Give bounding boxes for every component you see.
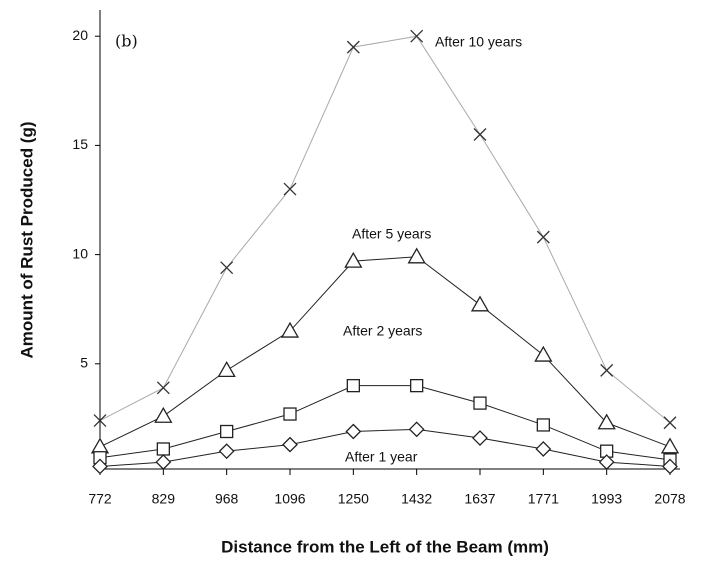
marker bbox=[660, 437, 680, 454]
marker bbox=[473, 128, 487, 141]
marker bbox=[473, 396, 487, 410]
marker bbox=[600, 363, 614, 377]
marker bbox=[410, 29, 424, 43]
marker bbox=[282, 436, 298, 453]
marker bbox=[536, 418, 550, 432]
marker bbox=[220, 424, 234, 439]
marker bbox=[90, 437, 110, 454]
marker bbox=[536, 230, 550, 244]
marker bbox=[535, 441, 552, 457]
marker bbox=[662, 458, 678, 475]
marker bbox=[407, 247, 426, 264]
x-tick-label: 772 bbox=[88, 491, 112, 507]
marker bbox=[217, 361, 236, 378]
marker bbox=[597, 413, 616, 430]
x-tick-label: 1637 bbox=[464, 491, 495, 507]
x-tick-label: 829 bbox=[152, 491, 176, 507]
y-tick-label: 5 bbox=[80, 355, 88, 371]
marker bbox=[218, 443, 235, 460]
panel-label: (b) bbox=[115, 32, 138, 51]
series-line bbox=[99, 256, 671, 448]
marker bbox=[156, 381, 170, 395]
x-tick-label: 1993 bbox=[591, 491, 622, 507]
marker bbox=[92, 458, 108, 475]
marker bbox=[156, 442, 170, 456]
marker bbox=[344, 251, 363, 268]
y-tick-label: 20 bbox=[72, 27, 88, 43]
x-tick-label: 1096 bbox=[274, 491, 305, 507]
marker bbox=[155, 454, 172, 470]
marker bbox=[346, 40, 360, 54]
series-label: After 5 years bbox=[352, 226, 431, 242]
marker bbox=[283, 182, 297, 196]
marker bbox=[346, 378, 360, 393]
x-tick-label: 968 bbox=[215, 491, 239, 507]
x-axis-title: Distance from the Left of the Beam (mm) bbox=[221, 537, 549, 556]
marker bbox=[408, 421, 425, 438]
marker bbox=[410, 378, 424, 393]
x-tick-label: 1250 bbox=[338, 491, 369, 507]
marker bbox=[598, 454, 615, 470]
series-label: After 2 years bbox=[343, 323, 422, 339]
marker bbox=[470, 295, 490, 312]
marker bbox=[283, 407, 297, 421]
marker bbox=[472, 430, 488, 446]
x-tick-label: 2078 bbox=[654, 491, 685, 507]
series-line bbox=[99, 428, 671, 467]
x-tick-label: 1432 bbox=[401, 491, 432, 507]
y-axis-title: Amount of Rust Produced (g) bbox=[17, 121, 36, 358]
marker bbox=[220, 261, 234, 275]
series-line bbox=[99, 385, 671, 461]
marker bbox=[534, 345, 553, 362]
marker bbox=[345, 423, 362, 440]
marker bbox=[154, 406, 173, 423]
series-line bbox=[99, 35, 671, 424]
y-tick-label: 15 bbox=[72, 136, 88, 152]
y-tick-label: 10 bbox=[72, 245, 88, 261]
marker bbox=[280, 321, 300, 338]
x-tick-label: 1771 bbox=[528, 491, 559, 507]
marker bbox=[663, 416, 677, 430]
marker bbox=[93, 414, 107, 428]
series-label: After 10 years bbox=[435, 34, 522, 50]
series-label: After 1 year bbox=[345, 449, 418, 465]
